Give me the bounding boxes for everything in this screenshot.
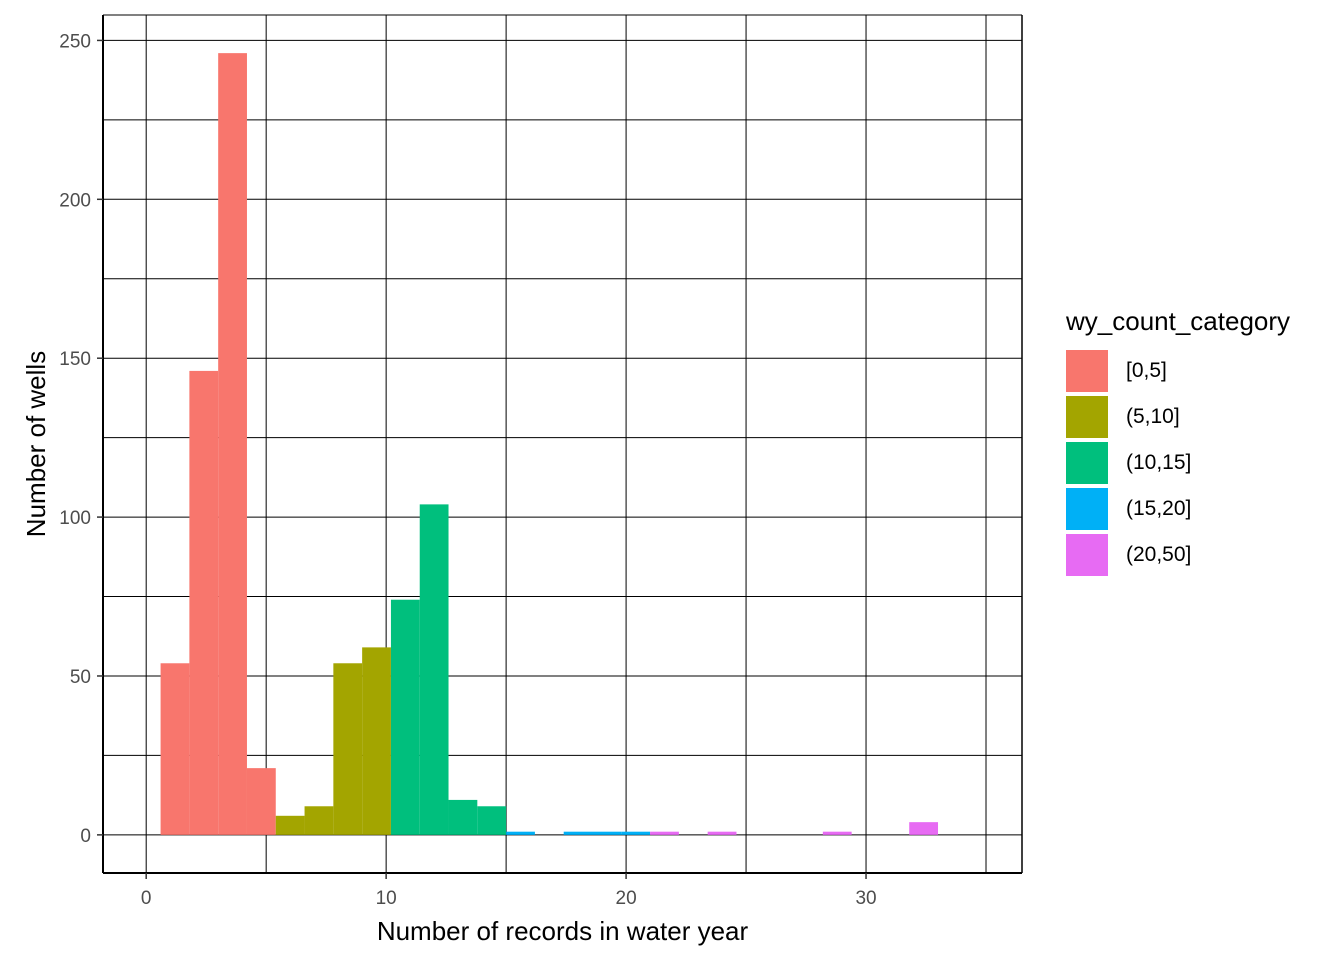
legend-key <box>1066 488 1108 530</box>
y-tick-label: 200 <box>59 190 91 211</box>
legend-key <box>1066 396 1108 438</box>
histogram-bar <box>390 599 420 835</box>
tick-labels: 0 10 20 30 0 50 100 150 200 250 <box>59 31 876 909</box>
legend-title: wy_count_category <box>1066 306 1291 336</box>
legend-item: (5,10] <box>1066 394 1336 440</box>
legend-label: (15,20] <box>1126 497 1192 520</box>
histogram-bar <box>160 663 190 835</box>
histogram-bar <box>275 815 305 835</box>
histogram-bar <box>246 768 276 835</box>
legend-key <box>1066 350 1108 392</box>
legend-key <box>1066 442 1108 484</box>
y-axis-title: Number of wells <box>21 351 51 537</box>
histogram-bar <box>304 806 334 835</box>
bars <box>160 53 939 835</box>
y-tick-label: 150 <box>59 349 91 370</box>
histogram-bar <box>563 831 593 835</box>
x-axis-title: Number of records in water year <box>377 916 749 946</box>
legend-item: (10,15] <box>1066 440 1336 486</box>
histogram-bar <box>621 831 651 835</box>
histogram-bar <box>592 831 622 835</box>
x-tick-label: 30 <box>855 888 876 909</box>
grid <box>103 15 1022 873</box>
histogram-bar <box>362 647 391 835</box>
histogram-bar <box>448 799 478 835</box>
legend-item: (15,20] <box>1066 486 1336 532</box>
y-tick-label: 50 <box>70 667 91 688</box>
histogram-bar <box>707 831 737 835</box>
x-tick-label: 20 <box>616 888 637 909</box>
x-tick-label: 0 <box>141 888 152 909</box>
histogram-bar <box>333 663 363 835</box>
x-tick-label: 10 <box>376 888 397 909</box>
legend: wy_count_category [0,5] (5,10] (10,15] (… <box>1066 306 1336 578</box>
legend-key <box>1066 534 1108 576</box>
axes <box>97 14 1023 879</box>
legend-label: [0,5] <box>1126 359 1167 382</box>
y-tick-label: 250 <box>59 31 91 52</box>
legend-label: (20,50] <box>1126 543 1192 566</box>
histogram-bar <box>506 831 535 835</box>
legend-item: [0,5] <box>1066 348 1336 394</box>
legend-label: (10,15] <box>1126 451 1192 474</box>
histogram-bar <box>189 370 219 835</box>
histogram-bar <box>650 831 679 835</box>
histogram-bar <box>477 806 507 835</box>
histogram-bar <box>218 53 247 835</box>
y-tick-label: 100 <box>59 508 91 529</box>
legend-item: (20,50] <box>1066 532 1336 578</box>
y-tick-label: 0 <box>80 826 91 847</box>
legend-label: (5,10] <box>1126 405 1180 428</box>
histogram-bar <box>822 831 852 835</box>
histogram-bar <box>909 822 939 835</box>
histogram-bar <box>419 504 449 835</box>
